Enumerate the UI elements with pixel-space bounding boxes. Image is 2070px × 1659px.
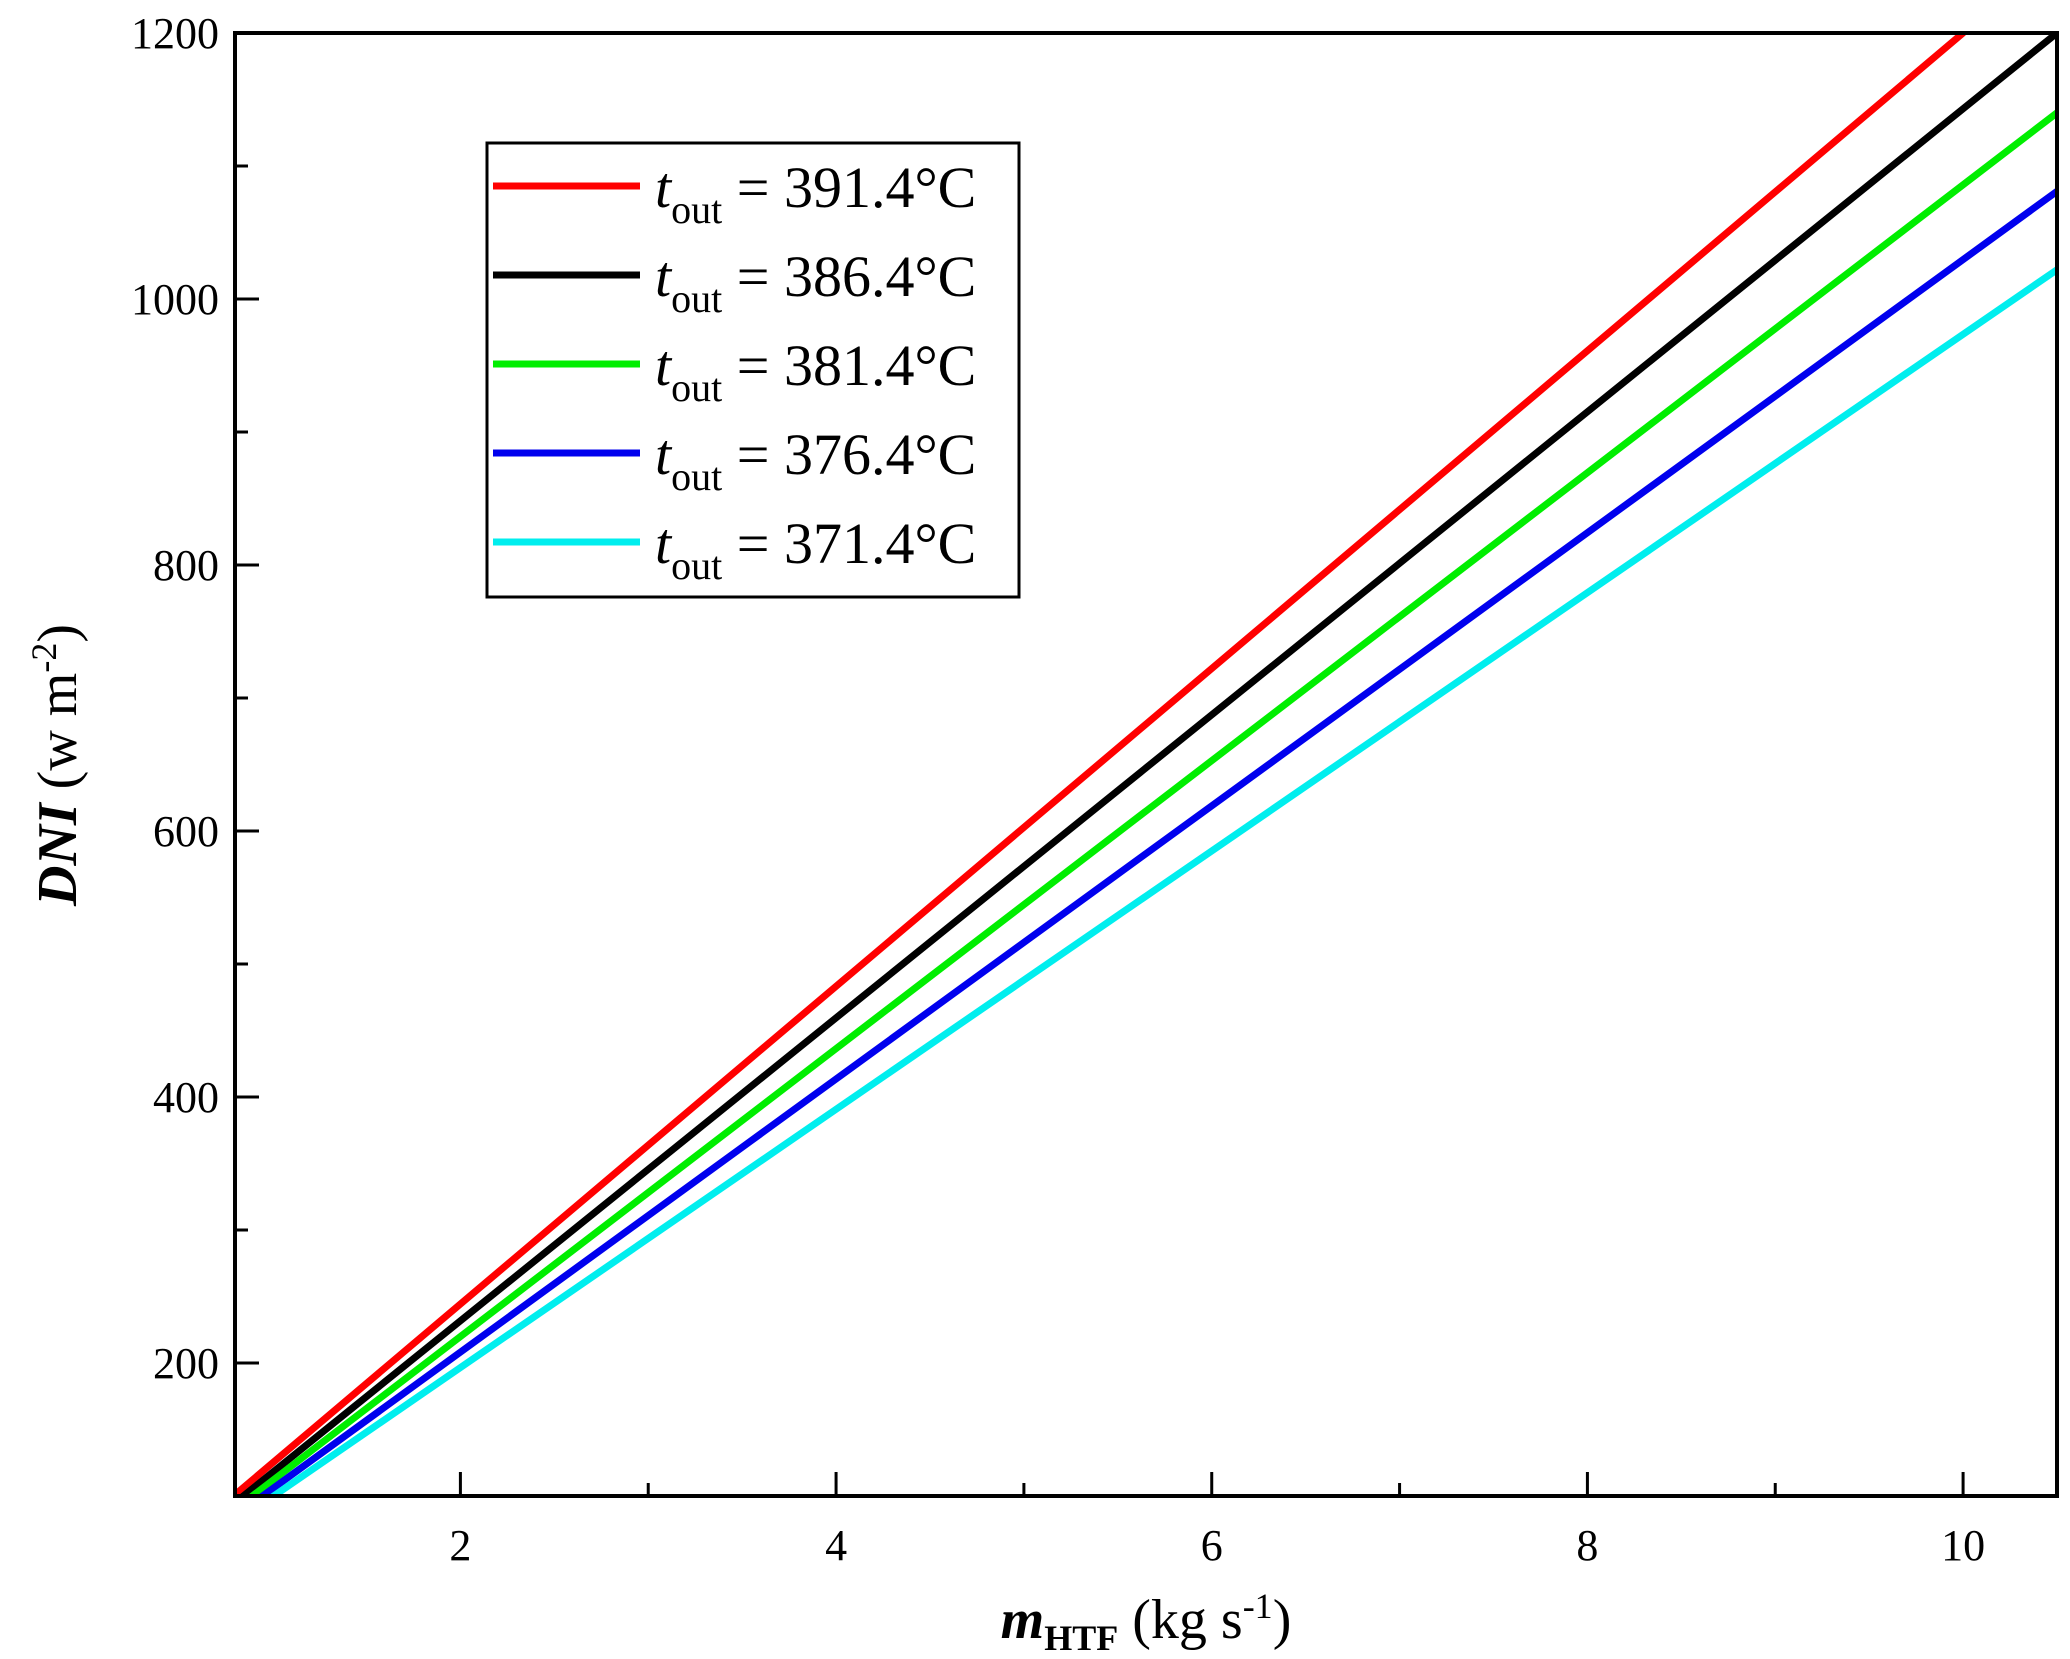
legend-box xyxy=(485,141,1021,599)
legend: tout = 391.4°C tout = 386.4°C tout = 381.4… xyxy=(485,141,1021,599)
x-axis-title-main: m xyxy=(1001,1589,1045,1651)
series-line-3 xyxy=(256,187,2057,1496)
series-line-1 xyxy=(237,33,2057,1496)
y-axis-title-main: DNI xyxy=(27,801,89,907)
y-axis-title-unit: (w m xyxy=(27,673,89,804)
y-tick-label: 200 xyxy=(153,1339,219,1388)
x-axis-title-unit-sup: -1 xyxy=(1243,1586,1273,1626)
series-line-0 xyxy=(235,33,1967,1496)
y-axis-title-unit-end: ) xyxy=(27,624,89,643)
tick-layer: 2 4 6 8 10 200 400 600 800 1000 1200 xyxy=(131,9,1985,1570)
y-tick-label: 1000 xyxy=(131,275,219,324)
x-tick-label: 4 xyxy=(825,1521,847,1570)
series-line-4 xyxy=(267,266,2057,1496)
plot-frame xyxy=(233,31,2059,1498)
series-layer xyxy=(235,33,2057,1496)
y-axis-title-unit-sup: -2 xyxy=(24,643,64,673)
x-axis-title-unit-end: ) xyxy=(1273,1589,1292,1651)
x-tick-label: 10 xyxy=(1941,1521,1985,1570)
legend-label-4: tout = 371.4°C xyxy=(655,511,976,588)
y-tick-label: 800 xyxy=(153,541,219,590)
x-axis-title: mHTF (kg s-1) xyxy=(1001,1586,1292,1658)
x-tick-label: 6 xyxy=(1201,1521,1223,1570)
y-tick-label: 1200 xyxy=(131,9,219,58)
x-tick-label: 2 xyxy=(449,1521,471,1570)
legend-label-2: tout = 381.4°C xyxy=(655,333,976,410)
legend-label-0: tout = 391.4°C xyxy=(655,155,976,232)
legend-label-3: tout = 376.4°C xyxy=(655,422,976,499)
y-axis-title: DNI (w m-2) xyxy=(24,624,89,907)
x-axis-title-sub: HTF xyxy=(1044,1618,1118,1658)
y-tick-label: 600 xyxy=(153,807,219,856)
y-tick-label: 400 xyxy=(153,1073,219,1122)
x-tick-label: 8 xyxy=(1576,1521,1598,1570)
series-line-2 xyxy=(246,109,2057,1496)
legend-label-1: tout = 386.4°C xyxy=(655,244,976,321)
x-axis-title-unit: (kg s xyxy=(1118,1589,1242,1651)
